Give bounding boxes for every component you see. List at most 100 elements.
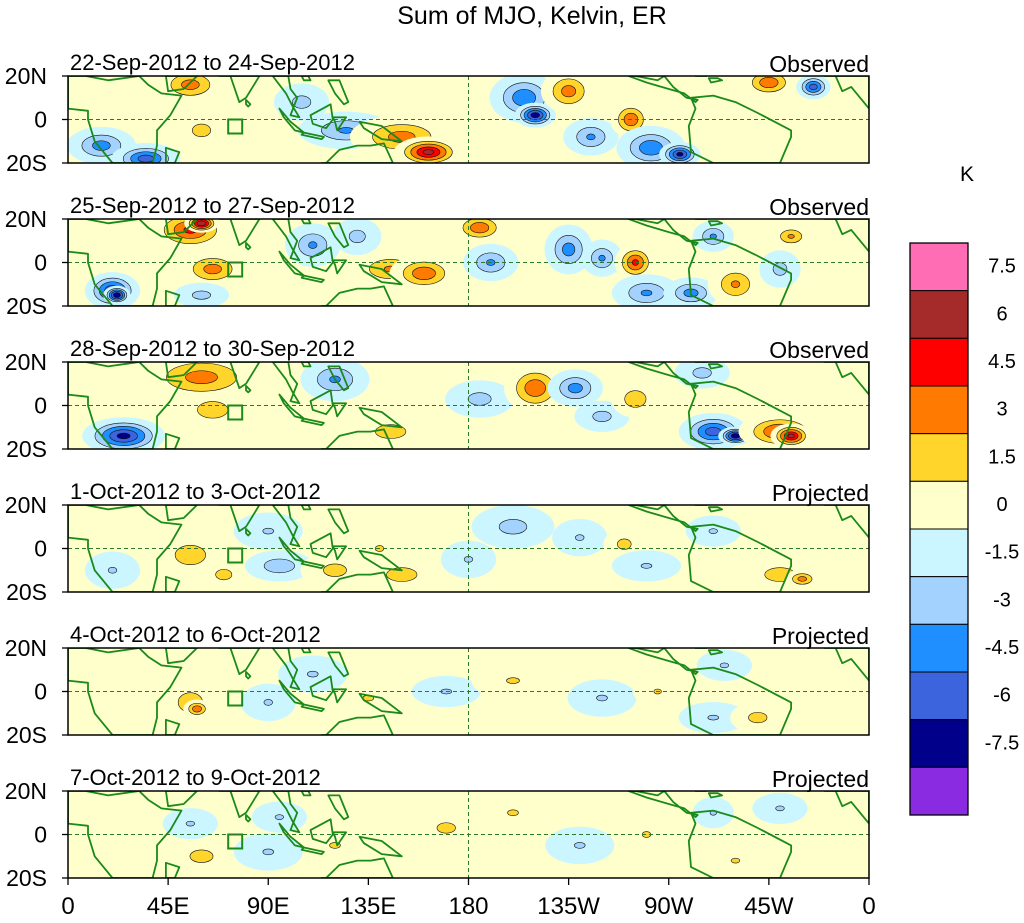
coastline	[218, 505, 261, 532]
colorbar-swatch	[909, 385, 969, 435]
coastline	[327, 508, 350, 535]
coastline	[68, 791, 183, 878]
lon-tick-label: 0	[61, 893, 74, 920]
panel-status-tag: Projected	[772, 766, 869, 792]
lat-tick-label: 20S	[6, 722, 47, 748]
anomaly-contour	[624, 390, 647, 408]
anomaly-contour	[185, 370, 218, 384]
panel-status-tag: Observed	[769, 194, 869, 220]
coastline	[823, 362, 869, 396]
colorbar-swatch	[909, 576, 969, 625]
anomaly-contour	[640, 563, 653, 569]
lon-tick-label: 45W	[744, 893, 794, 920]
lat-tick-label: 0	[34, 393, 47, 419]
anomaly-contour	[470, 222, 490, 234]
anomaly-contour	[759, 76, 779, 89]
anomaly-contour	[561, 85, 577, 98]
panel-date-range: 4-Oct-2012 to 6-Oct-2012	[70, 622, 321, 647]
lat-tick-label: 20N	[5, 349, 47, 375]
coastline	[245, 99, 252, 108]
panel-1: 20N 0 20S 22-Sep-2012 to 24-Sep-2012 Observe…	[5, 50, 870, 176]
anomaly-contour	[506, 677, 520, 684]
lat-tick-label: 20N	[5, 635, 47, 661]
lon-tick-label: 90E	[247, 893, 290, 920]
anomaly-contour	[787, 433, 795, 439]
coastline	[358, 406, 403, 429]
lat-tick-label: 20N	[5, 778, 47, 804]
lat-tick-label: 20S	[6, 436, 47, 462]
panel-status-tag: Projected	[772, 623, 869, 649]
coastline	[164, 146, 181, 163]
coastline	[218, 362, 261, 390]
coastline	[68, 219, 183, 306]
anomaly-contour	[586, 133, 596, 141]
coastline	[300, 791, 312, 797]
coastline	[358, 120, 403, 143]
coastline	[218, 219, 261, 247]
coastline	[300, 274, 325, 284]
lon-tick-label: 90W	[644, 893, 694, 920]
coastline	[164, 432, 181, 449]
coastline	[245, 528, 252, 537]
coastline	[300, 648, 312, 654]
coastline	[218, 791, 261, 818]
anomaly-contour	[197, 401, 229, 419]
coastline	[164, 791, 199, 808]
coastline	[320, 714, 394, 735]
coastline	[309, 532, 334, 559]
coastline	[245, 671, 252, 680]
coastline	[164, 76, 199, 93]
anomaly-contour	[708, 528, 718, 534]
anomaly-contour	[692, 367, 712, 379]
panel-5: 20N 0 20S 4-Oct-2012 to 6-Oct-2012 Projected	[5, 622, 870, 748]
index-region-box	[227, 404, 244, 421]
lat-tick-label: 20N	[5, 63, 47, 89]
lat-tick-label: 0	[34, 822, 47, 848]
anomaly-contour	[809, 83, 818, 91]
coastline	[358, 692, 403, 715]
anomaly-contour	[185, 820, 196, 827]
anomaly-contour	[348, 229, 366, 243]
index-region-box	[227, 833, 244, 850]
coastline	[309, 675, 334, 702]
coastline	[300, 131, 325, 141]
panel-field	[68, 219, 869, 306]
coastline	[309, 246, 334, 273]
lon-tick-label: 135E	[340, 893, 396, 920]
colorbar-label: -1.5	[985, 542, 1019, 564]
colorbar-label: -4.5	[985, 637, 1019, 659]
coastline	[327, 222, 350, 249]
coastline	[164, 505, 199, 522]
lon-tick-label: 0	[862, 893, 875, 920]
lat-tick-label: 20S	[6, 150, 47, 176]
anomaly-contour	[191, 290, 212, 300]
panel-date-range: 22-Sep-2012 to 24-Sep-2012	[70, 50, 355, 75]
anomaly-contour	[592, 410, 612, 422]
colorbar-swatch	[909, 337, 969, 387]
coastline	[707, 220, 723, 227]
coastline	[320, 285, 394, 306]
coastline	[218, 76, 261, 103]
colorbar-label: 4.5	[988, 351, 1016, 373]
anomaly-contour	[617, 538, 632, 550]
coastline	[300, 846, 325, 855]
anomaly-contour	[598, 254, 606, 262]
coastline	[245, 241, 252, 251]
anomaly-contour	[775, 805, 785, 812]
anomaly-contour	[191, 123, 212, 137]
coastline	[327, 79, 350, 106]
coastline	[271, 791, 301, 834]
anomaly-contour	[307, 670, 319, 678]
coastline	[309, 103, 334, 130]
anomaly-contour	[730, 433, 741, 439]
colorbar-swatch	[909, 433, 969, 482]
colorbar-swatch	[909, 671, 969, 721]
anomaly-contour	[192, 705, 202, 713]
anomaly-contour	[507, 809, 519, 816]
coastline	[271, 362, 301, 405]
coastline	[327, 651, 350, 678]
lon-tick-label: 45E	[147, 893, 190, 920]
coastline	[687, 523, 792, 592]
anomaly-contour	[137, 154, 155, 163]
anomaly-contour	[530, 112, 540, 119]
